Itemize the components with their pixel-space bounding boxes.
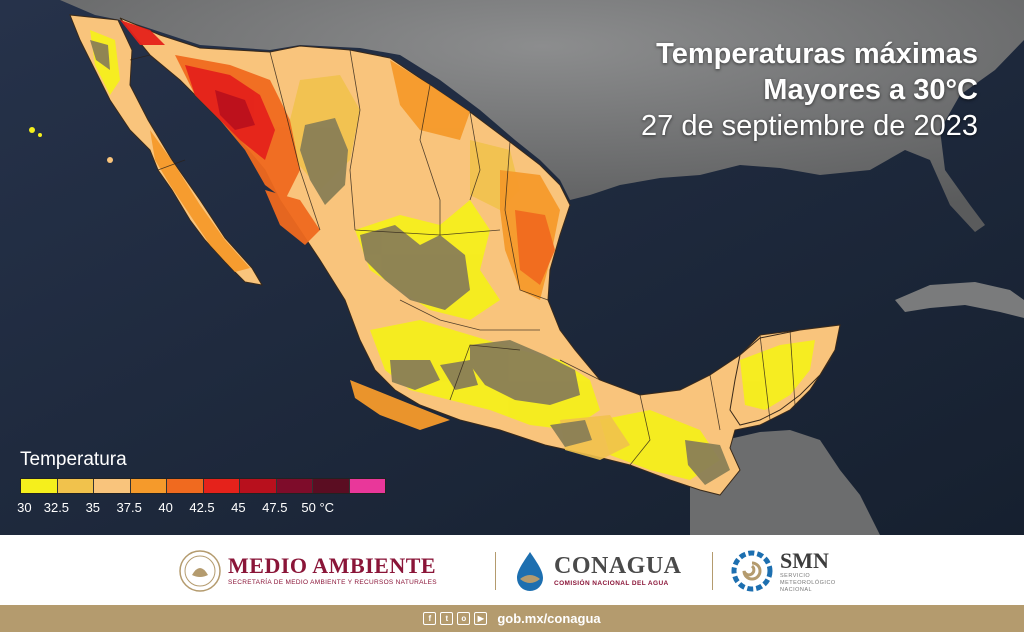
legend-swatch — [94, 479, 131, 493]
legend-tick-label: 30 — [17, 500, 32, 515]
legend-swatch — [313, 479, 350, 493]
temperature-legend: Temperatura 30 32.5 35 37.5 40 42.5 45 47.5 50 °… — [17, 449, 390, 518]
island — [107, 157, 113, 163]
legend-swatch — [276, 479, 313, 493]
legend-tick-label: 40 — [158, 500, 173, 515]
legend-swatch — [21, 479, 58, 493]
map-title: Temperaturas máximas — [656, 38, 978, 70]
twitter-icon[interactable]: t — [440, 612, 454, 625]
footer-logos: MEDIO AMBIENTE SECRETARÍA DE MEDIO AMBIE… — [0, 535, 1024, 605]
legend-tick-label: 50 °C — [301, 500, 335, 515]
facebook-icon[interactable]: f — [423, 612, 437, 625]
smn-logo: SMN SERVICIO METEOROLÓGICO NACIONAL — [730, 547, 836, 595]
island — [38, 133, 42, 137]
map-subtitle: Mayores a 30°C — [763, 74, 978, 106]
social-icons: f t o ▶ — [423, 612, 488, 625]
legend-swatch — [240, 479, 277, 493]
mexico-seal-icon — [179, 550, 221, 592]
temperature-map — [0, 0, 1024, 535]
legend-title: Temperatura — [20, 449, 127, 470]
cuba-landmass — [895, 282, 1024, 318]
conagua-subtitle: COMISIÓN NACIONAL DEL AGUA — [554, 580, 669, 587]
conagua-logo: CONAGUA COMISIÓN NACIONAL DEL AGUA — [512, 547, 682, 595]
conagua-title: CONAGUA — [554, 553, 682, 579]
medio-ambiente-subtitle: SECRETARÍA DE MEDIO AMBIENTE Y RECURSOS … — [228, 579, 437, 586]
smn-subtitle-1: SERVICIO — [780, 572, 811, 579]
legend-swatch — [130, 479, 167, 493]
map-date: 27 de septiembre de 2023 — [641, 110, 978, 142]
legend-tick-label: 42.5 — [189, 500, 215, 515]
legend-ticks: 30 32.5 35 37.5 40 42.5 45 47.5 50 °C — [17, 500, 390, 518]
semarnat-logo: MEDIO AMBIENTE SECRETARÍA DE MEDIO AMBIE… — [178, 547, 437, 595]
legend-tick-label: 35 — [85, 500, 101, 515]
youtube-icon[interactable]: ▶ — [474, 612, 488, 625]
smn-spiral-icon — [731, 550, 773, 592]
divider — [495, 552, 496, 590]
legend-swatch — [203, 479, 240, 493]
zone-45 — [215, 90, 255, 130]
smn-subtitle-2: METEOROLÓGICO — [780, 579, 836, 586]
map-title-block: Temperaturas máximas Mayores a 30°C 27 d… — [641, 36, 978, 144]
instagram-icon[interactable]: o — [457, 612, 471, 625]
gob-url-link[interactable]: gob.mx/conagua — [497, 611, 601, 626]
legend-swatch — [57, 479, 94, 493]
legend-swatch — [167, 479, 204, 493]
legend-swatch — [349, 479, 385, 493]
legend-tick-label: 32.5 — [43, 500, 70, 515]
legend-tick-label: 37.5 — [116, 500, 142, 515]
highland-zones — [90, 40, 730, 485]
smn-title: SMN — [780, 547, 829, 573]
legend-color-bar — [20, 478, 386, 494]
legend-tick-label: 45 — [231, 500, 246, 515]
bottom-bar: f t o ▶ gob.mx/conagua — [0, 605, 1024, 632]
legend-tick-label: 47.5 — [262, 500, 288, 515]
central-america-landmass — [690, 430, 880, 535]
smn-subtitle-3: NACIONAL — [780, 586, 813, 593]
medio-ambiente-title: MEDIO AMBIENTE — [228, 553, 437, 578]
divider — [712, 552, 713, 590]
water-drop-icon — [517, 552, 543, 591]
usa-landmass — [60, 0, 1024, 232]
state-borders — [129, 49, 796, 466]
island — [29, 127, 35, 133]
